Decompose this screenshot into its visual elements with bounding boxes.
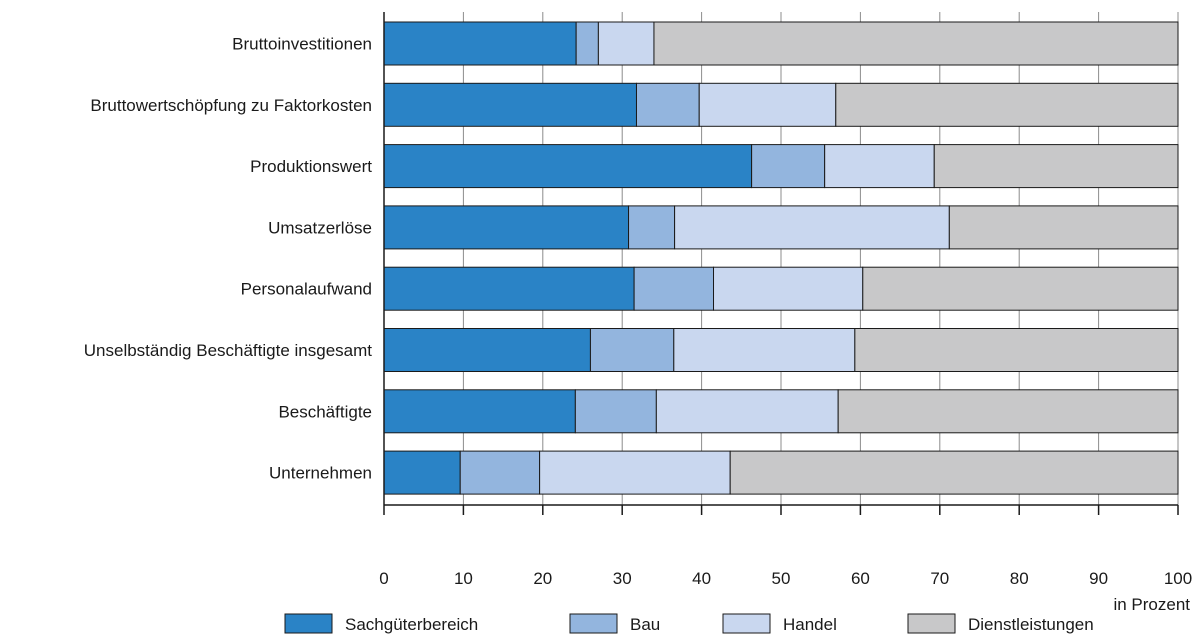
- bar-segment-sachgüterbereich: [383, 82, 637, 127]
- legend-label: Sachgüterbereich: [345, 615, 478, 634]
- category-label: Produktionswert: [250, 157, 372, 176]
- category-label: Unselbständig Beschäftigte insgesamt: [84, 341, 372, 360]
- x-tick-label: 90: [1089, 569, 1108, 588]
- legend-label: Handel: [783, 615, 837, 634]
- legend-swatch-dienstleistungen: [907, 613, 956, 634]
- bar-segment-dienstleistungen: [862, 266, 1179, 311]
- x-tick-label: 50: [772, 569, 791, 588]
- bar-segment-dienstleistungen: [653, 21, 1179, 66]
- bar-segment-dienstleistungen: [854, 328, 1179, 372]
- bar-segment-handel: [597, 21, 655, 66]
- bar-segment-handel: [655, 389, 839, 434]
- x-tick-label: 80: [1010, 569, 1029, 588]
- category-label: Bruttowertschöpfung zu Faktorkosten: [90, 96, 372, 115]
- legend-swatch-bau: [569, 613, 618, 634]
- bar-segment-sachgüterbereich: [383, 205, 630, 250]
- bar-segment-sachgüterbereich: [383, 328, 591, 372]
- x-tick-label: 60: [851, 569, 870, 588]
- bars: [383, 21, 1179, 495]
- bar-segment-bau: [751, 144, 826, 189]
- legend-swatch-handel: [722, 613, 771, 634]
- bar-segment-handel: [698, 82, 837, 127]
- category-label: Umsatzerlöse: [268, 218, 372, 237]
- bar-segment-dienstleistungen: [948, 205, 1179, 250]
- legend-label: Dienstleistungen: [968, 615, 1094, 634]
- legend: Sachgüterbereich Bau Handel Dienstleistunge…: [284, 613, 1094, 634]
- legend-swatch-sachgüterbereich: [284, 613, 333, 634]
- x-axis: 0 10 20 30 40 50 60 70 80 90 100: [379, 12, 1192, 588]
- category-label: Personalaufwand: [241, 280, 372, 299]
- bar-segment-handel: [824, 144, 935, 189]
- bar-segment-handel: [674, 205, 950, 250]
- x-tick-label: 0: [379, 569, 388, 588]
- bar-segment-dienstleistungen: [835, 82, 1179, 127]
- category-label: Unternehmen: [269, 464, 372, 483]
- x-tick-label: 10: [454, 569, 473, 588]
- bar-segment-handel: [713, 266, 864, 311]
- x-tick-label: 30: [613, 569, 632, 588]
- x-tick-label: 70: [930, 569, 949, 588]
- x-tick-label: 20: [533, 569, 552, 588]
- bar-segment-dienstleistungen: [933, 144, 1179, 189]
- bar-segment-handel: [673, 328, 856, 372]
- bar-segment-dienstleistungen: [729, 450, 1179, 495]
- bar-segment-bau: [575, 21, 599, 66]
- category-label: Bruttoinvestitionen: [232, 35, 372, 54]
- bar-segment-bau: [589, 328, 675, 372]
- bar-segment-sachgüterbereich: [383, 21, 577, 66]
- bar-segment-sachgüterbereich: [383, 389, 576, 434]
- bar-segment-bau: [574, 389, 657, 434]
- bar-segment-bau: [459, 450, 541, 495]
- bar-segment-sachgüterbereich: [383, 450, 461, 495]
- legend-label: Bau: [630, 615, 660, 634]
- category-label: Beschäftigte: [278, 402, 372, 421]
- bar-segment-sachgüterbereich: [383, 144, 753, 189]
- bar-segment-bau: [633, 266, 715, 311]
- x-axis-label: in Prozent: [1113, 595, 1190, 614]
- category-labels: Bruttoinvestitionen Bruttowertschöpfung z…: [84, 35, 373, 483]
- x-tick-label: 100: [1164, 569, 1192, 588]
- bar-segment-sachgüterbereich: [383, 266, 635, 311]
- x-tick-label: 40: [692, 569, 711, 588]
- bar-segment-bau: [635, 82, 700, 127]
- bar-segment-bau: [628, 205, 676, 250]
- bar-segment-handel: [539, 450, 731, 495]
- bar-segment-dienstleistungen: [837, 389, 1179, 434]
